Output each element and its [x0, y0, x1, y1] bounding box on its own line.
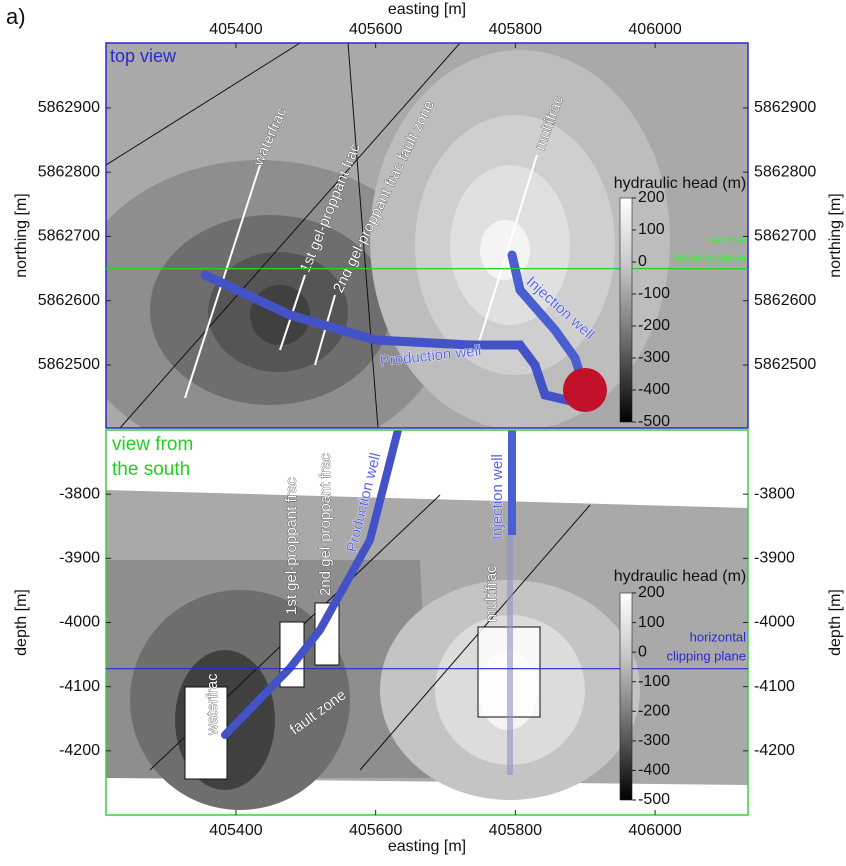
colorbar-tick-label: -200: [638, 703, 670, 720]
annotation: 2nd gel-proppant frac: [317, 453, 334, 596]
y-tick-label: 5862600: [38, 292, 100, 309]
y-tick-label: -4100: [754, 678, 795, 695]
colorbar: [620, 198, 632, 422]
annotation: waterfrac: [204, 673, 221, 736]
y-tick-label: -3800: [754, 485, 795, 502]
colorbar-tick-label: 200: [638, 584, 665, 601]
y-tick-label: -4000: [59, 614, 100, 631]
colorbar-tick-label: 100: [638, 221, 665, 238]
x-tick-label: 405600: [349, 21, 402, 38]
colorbar-tick-label: -300: [638, 349, 670, 366]
x-tick-label: 406000: [628, 822, 681, 839]
x-axis-label: easting [m]: [388, 838, 466, 855]
y-tick-label: -3900: [59, 550, 100, 567]
y-tick-label: 5862700: [38, 228, 100, 245]
y-tick-label: 5862600: [754, 292, 816, 309]
colorbar-tick-label: 100: [638, 614, 665, 631]
annotation: 1st gel-proppant frac: [283, 477, 300, 615]
colorbar-tick-label: -400: [638, 381, 670, 398]
y-tick-label: 5862800: [754, 163, 816, 180]
y-tick-label: -3900: [754, 550, 795, 567]
colorbar: [620, 593, 632, 800]
panel-title: top view: [110, 46, 177, 66]
colorbar-label: hydraulic head (m): [614, 175, 747, 192]
annotation: multifrac: [483, 565, 500, 622]
x-axis-label: easting [m]: [388, 1, 466, 18]
colorbar-tick-label: -500: [638, 413, 670, 430]
colorbar-tick-label: -100: [638, 285, 670, 302]
clip-label: clipping plane: [673, 251, 747, 265]
y-tick-label: -4000: [754, 614, 795, 631]
x-tick-label: 405800: [489, 822, 542, 839]
y-axis-label: depth [m]: [13, 589, 30, 656]
colorbar-tick-label: -500: [638, 791, 670, 808]
panel-label: a): [6, 4, 26, 29]
y-axis-label: northing [m]: [13, 193, 30, 277]
panel-subtitle: the south: [112, 459, 190, 480]
colorbar-tick-label: 0: [638, 253, 647, 270]
x-tick-label: 406000: [628, 21, 681, 38]
y-axis-label: northing [m]: [827, 193, 844, 277]
y-tick-label: 5862900: [38, 99, 100, 116]
colorbar-tick-label: 0: [638, 643, 647, 660]
x-tick-label: 405400: [209, 21, 262, 38]
well-label: Injection well: [489, 454, 506, 540]
y-tick-label: -4200: [59, 742, 100, 759]
x-tick-label: 405600: [349, 822, 402, 839]
clip-label: vertical: [708, 233, 746, 247]
y-tick-label: 5862800: [38, 163, 100, 180]
colorbar-tick-label: -200: [638, 317, 670, 334]
clip-label: clipping plane: [666, 648, 746, 663]
y-tick-label: 5862700: [754, 228, 816, 245]
y-tick-label: 5862900: [754, 99, 816, 116]
y-tick-label: 5862500: [754, 356, 816, 373]
y-tick-label: -4100: [59, 678, 100, 695]
colorbar-tick-label: -100: [638, 673, 670, 690]
colorbar-label: hydraulic head (m): [614, 568, 747, 585]
x-tick-label: 405800: [489, 21, 542, 38]
y-tick-label: 5862500: [38, 356, 100, 373]
y-tick-label: -4200: [754, 742, 795, 759]
figure: a): [0, 0, 846, 861]
clip-label: horizontal: [690, 629, 746, 644]
y-axis-label: depth [m]: [827, 589, 844, 656]
x-tick-label: 405400: [209, 822, 262, 839]
panel-title: view from: [112, 434, 193, 455]
colorbar-tick-label: -400: [638, 762, 670, 779]
colorbar-tick-label: 200: [638, 189, 665, 206]
y-tick-label: -3800: [59, 485, 100, 502]
colorbar-tick-label: -300: [638, 732, 670, 749]
